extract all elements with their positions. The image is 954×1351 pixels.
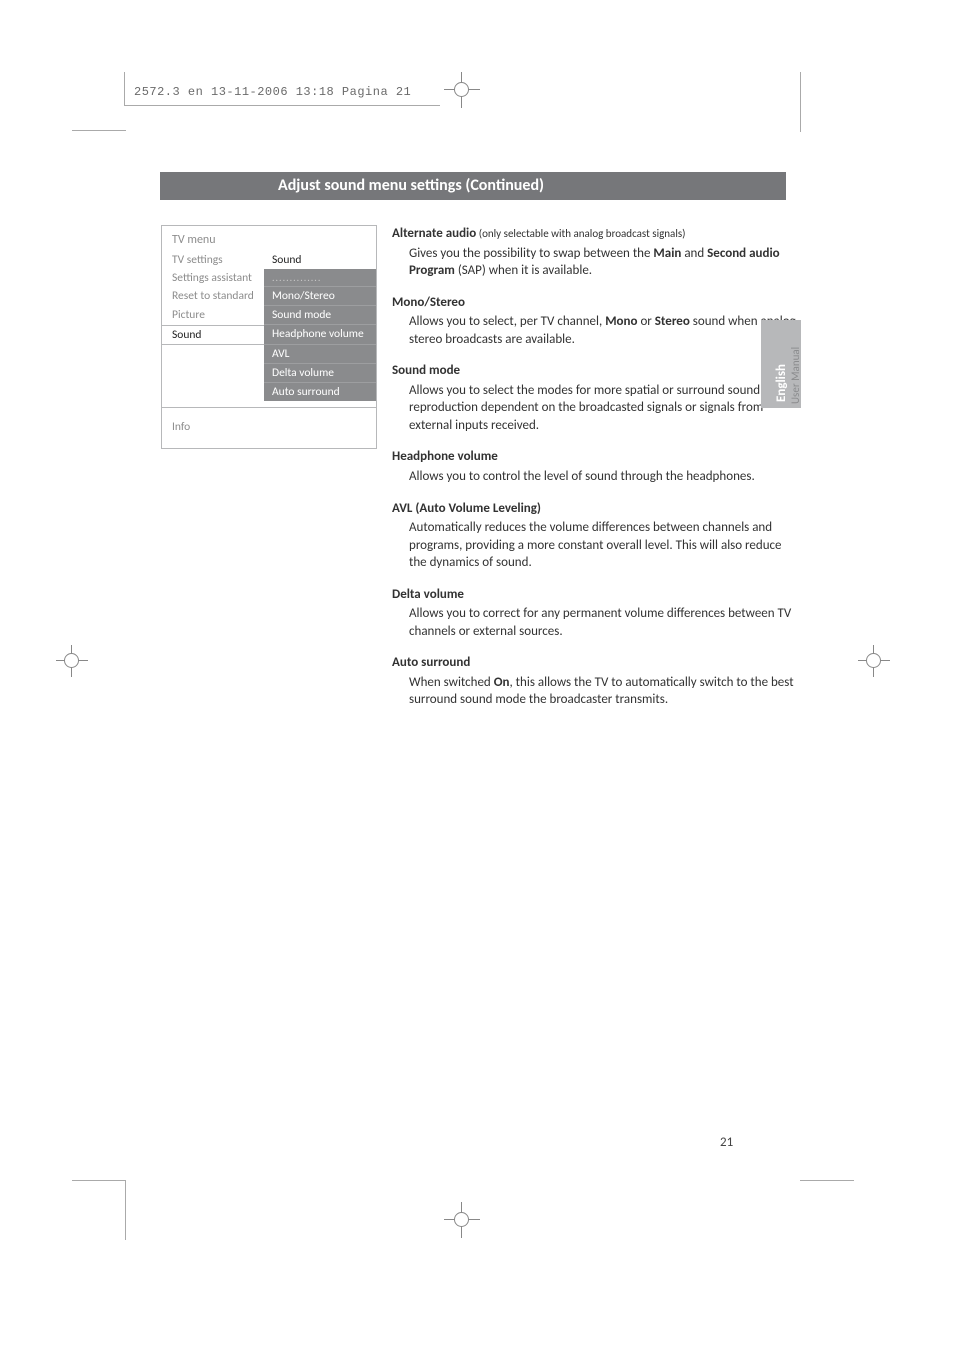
entry-body: Allows you to select the modes for more … bbox=[409, 382, 797, 435]
menu-header: TV menu bbox=[162, 226, 376, 251]
corner-line bbox=[800, 72, 801, 132]
crop-mark-right bbox=[858, 645, 890, 677]
entry-delta-volume: Delta volume Allows you to correct for a… bbox=[392, 586, 797, 641]
tv-menu-box: TV menu TV settings Sound Settings assis… bbox=[161, 225, 377, 449]
page-number: 21 bbox=[720, 1135, 733, 1150]
entry-title: Delta volume bbox=[392, 587, 464, 602]
entry-body: Gives you the possibility to swap betwee… bbox=[409, 245, 797, 280]
menu-left-blank bbox=[162, 383, 264, 401]
menu-right-dots: .............. bbox=[264, 269, 376, 287]
entry-mono-stereo: Mono/Stereo Allows you to select, per TV… bbox=[392, 294, 797, 349]
entry-alternate-audio: Alternate audio (only selectable with an… bbox=[392, 225, 797, 280]
menu-right-mono-stereo: Mono/Stereo bbox=[264, 287, 376, 306]
menu-right-avl: AVL bbox=[264, 345, 376, 364]
entry-body: Allows you to control the level of sound… bbox=[409, 468, 797, 486]
menu-left-blank bbox=[162, 364, 264, 383]
entry-avl: AVL (Auto Volume Leveling) Automatically… bbox=[392, 500, 797, 572]
menu-right-sound-header: Sound bbox=[264, 251, 376, 269]
menu-info: Info bbox=[162, 407, 376, 448]
entry-headphone-volume: Headphone volume Allows you to control t… bbox=[392, 448, 797, 485]
menu-right-sound-mode: Sound mode bbox=[264, 306, 376, 325]
bold-stereo: Stereo bbox=[655, 314, 690, 329]
bold-mono: Mono bbox=[605, 314, 637, 329]
text: or bbox=[638, 314, 655, 329]
bold-on: On bbox=[494, 675, 510, 690]
corner-line bbox=[800, 1180, 854, 1181]
menu-right-auto-surround: Auto surround bbox=[264, 383, 376, 401]
entry-body: When switched On, this allows the TV to … bbox=[409, 674, 797, 709]
entry-title: Sound mode bbox=[392, 363, 460, 378]
menu-right-delta: Delta volume bbox=[264, 364, 376, 383]
entry-body: Allows you to select, per TV channel, Mo… bbox=[409, 313, 797, 348]
menu-left-settings-assistant: Settings assistant bbox=[162, 269, 264, 287]
entry-title: Auto surround bbox=[392, 655, 470, 670]
entry-auto-surround: Auto surround When switched On, this all… bbox=[392, 654, 797, 709]
content-column: Alternate audio (only selectable with an… bbox=[392, 225, 797, 723]
menu-left-reset: Reset to standard bbox=[162, 287, 264, 306]
crop-mark-top bbox=[444, 72, 480, 108]
menu-left-picture: Picture bbox=[162, 306, 264, 325]
bold-main: Main bbox=[653, 246, 681, 261]
menu-right-headphone: Headphone volume bbox=[264, 325, 376, 345]
entry-title: Alternate audio bbox=[392, 226, 476, 241]
manual-label: User Manual bbox=[789, 347, 802, 404]
page-title-bar: Adjust sound menu settings (Continued) bbox=[160, 172, 786, 200]
menu-left-sound: Sound bbox=[162, 325, 264, 345]
entry-title: Headphone volume bbox=[392, 449, 498, 464]
text: and bbox=[681, 246, 707, 261]
corner-line bbox=[125, 1180, 126, 1240]
text: When switched bbox=[409, 675, 494, 690]
entry-body: Automatically reduces the volume differe… bbox=[409, 519, 797, 572]
menu-right-blank bbox=[264, 401, 376, 407]
text: Allows you to select, per TV channel, bbox=[409, 314, 605, 329]
crop-mark-bottom bbox=[444, 1202, 480, 1238]
menu-left-blank bbox=[162, 345, 264, 364]
entry-sound-mode: Sound mode Allows you to select the mode… bbox=[392, 362, 797, 434]
crop-mark-left bbox=[56, 645, 88, 677]
menu-left-blank bbox=[162, 401, 264, 407]
language-label: English bbox=[774, 364, 789, 402]
text: Gives you the possibility to swap betwee… bbox=[409, 246, 653, 261]
corner-line bbox=[72, 1180, 126, 1181]
text: (SAP) when it is available. bbox=[455, 263, 592, 278]
entry-title: Mono/Stereo bbox=[392, 295, 465, 310]
entry-title: AVL (Auto Volume Leveling) bbox=[392, 501, 541, 516]
corner-line bbox=[72, 130, 126, 131]
entry-body: Allows you to correct for any permanent … bbox=[409, 605, 797, 640]
file-info: 2572.3 en 13-11-2006 13:18 Pagina 21 bbox=[134, 85, 411, 99]
entry-note: (only selectable with analog broadcast s… bbox=[476, 227, 685, 240]
language-tab: English User Manual bbox=[761, 320, 801, 408]
menu-left-tv-settings: TV settings bbox=[162, 251, 264, 269]
